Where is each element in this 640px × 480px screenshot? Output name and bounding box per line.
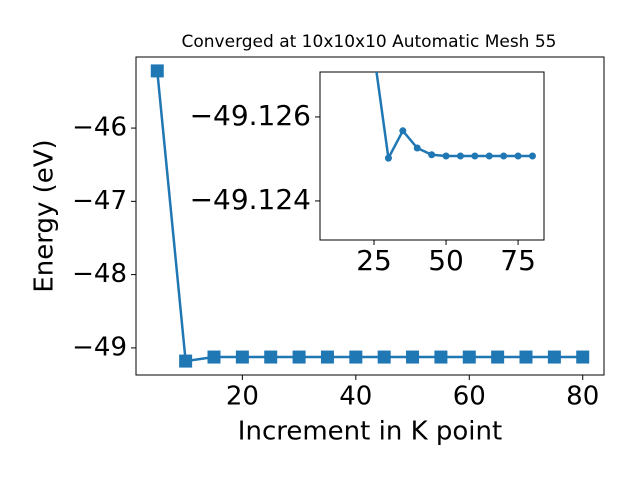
marker [491,350,505,364]
x-tick-label: 40 [339,382,372,412]
marker [456,152,464,160]
marker [150,64,164,78]
x-tick-label: 80 [566,382,599,412]
marker [428,151,436,159]
marker [399,127,407,135]
marker [406,350,420,364]
chart-title: Converged at 10x10x10 Automatic Mesh 55 [182,32,557,52]
marker [528,152,536,160]
marker [235,350,249,364]
marker [413,144,421,152]
x-tick-label: 50 [428,244,464,277]
marker [292,350,306,364]
plot-area [375,72,536,163]
marker [547,350,561,364]
x-tick-label: 75 [500,244,536,277]
marker [264,350,278,364]
marker [442,152,450,160]
marker [349,350,363,364]
marker [462,350,476,364]
marker [471,152,479,160]
y-tick-label: −47 [72,186,127,216]
y-tick-label: −48 [72,259,127,289]
y-tick-label: −49.126 [190,99,311,132]
marker [500,152,508,160]
marker [377,350,391,364]
y-axis-label: Energy (eV) [30,139,60,292]
x-tick-label: 60 [453,382,486,412]
marker [485,152,493,160]
marker [519,350,533,364]
marker [514,152,522,160]
y-tick-label: −46 [72,113,127,143]
x-tick-label: 25 [356,244,392,277]
x-tick-label: 20 [226,382,259,412]
plot-area [150,64,590,368]
marker [434,350,448,364]
y-tick-label: −49 [72,332,127,362]
y-tick-label: −49.124 [190,183,311,216]
marker [384,154,392,162]
line [156,70,583,363]
marker [576,350,590,364]
marker [320,350,334,364]
marker [207,350,221,364]
marker [179,354,193,368]
x-axis-label: Increment in K point [238,417,502,447]
